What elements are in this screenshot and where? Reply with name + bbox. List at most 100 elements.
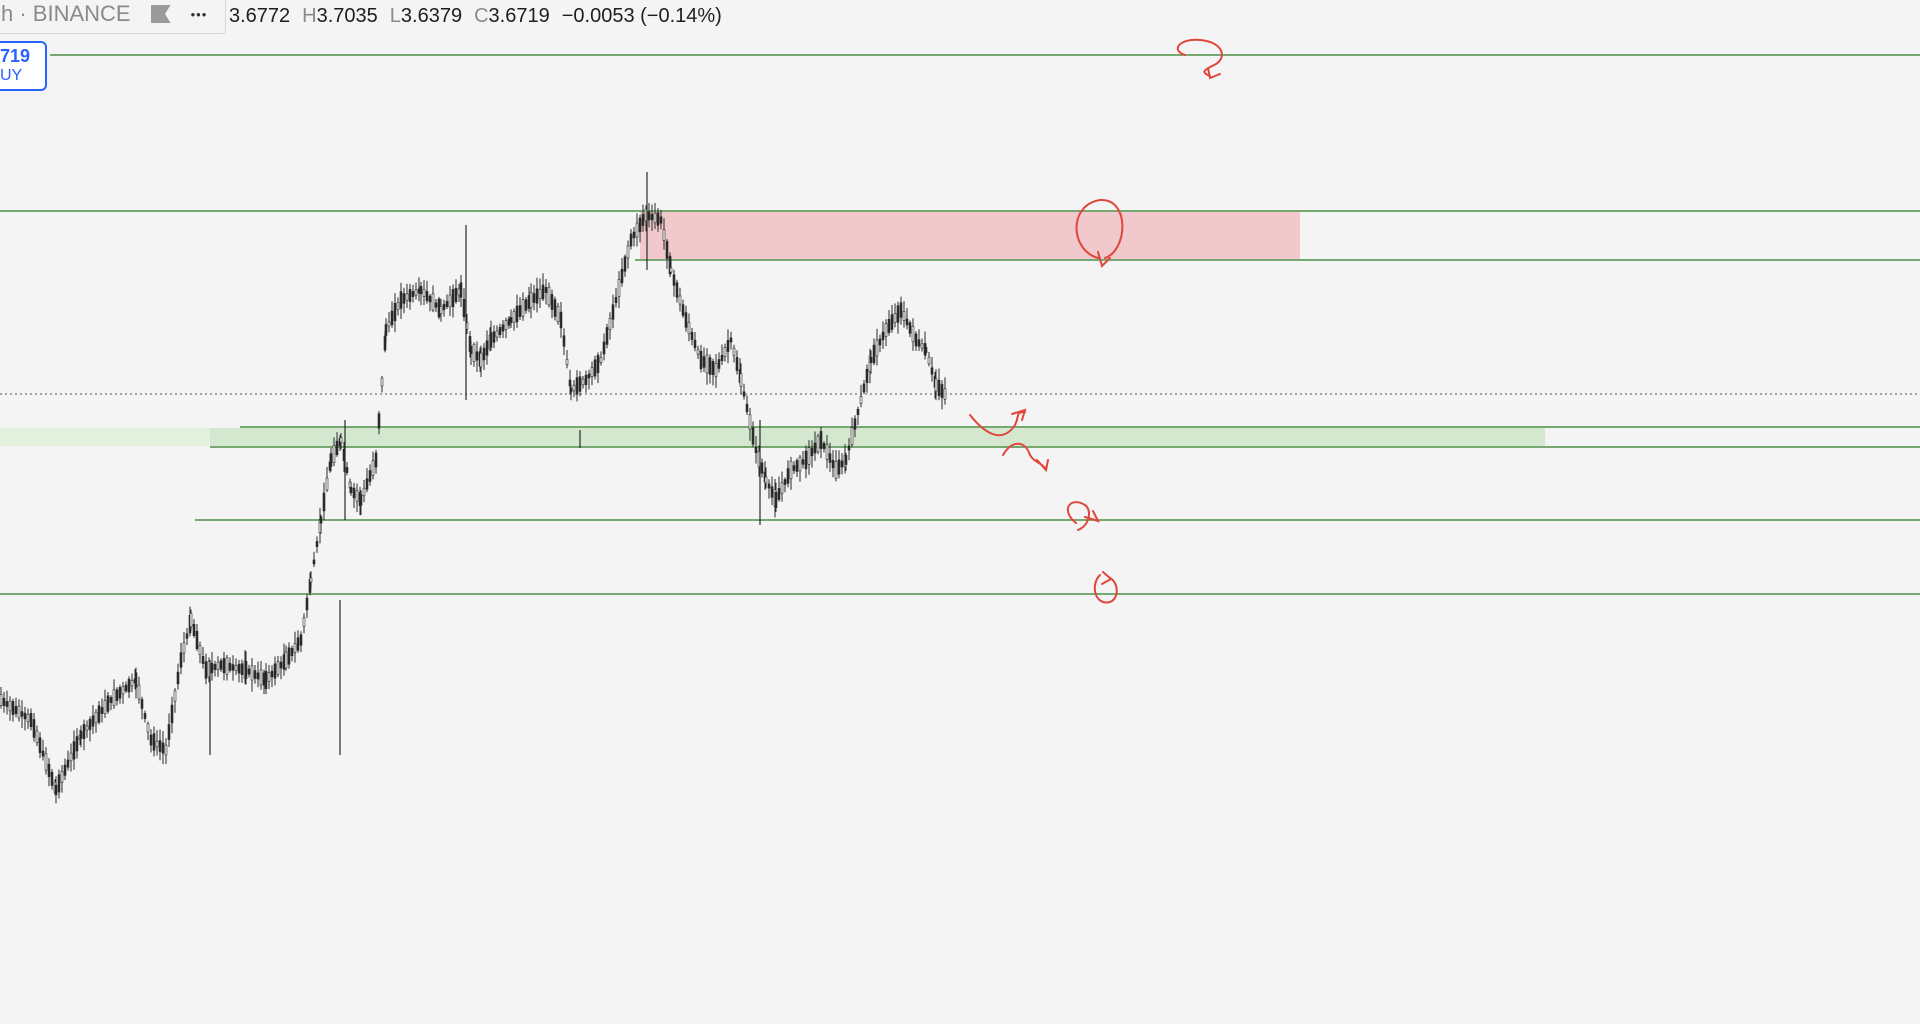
candle-body [512, 311, 516, 323]
close-item: C3.6719 [474, 5, 550, 28]
candle-body [751, 427, 755, 445]
candle-body [608, 318, 612, 330]
candle-body [515, 305, 519, 323]
candle-body [770, 486, 774, 498]
candle-body [711, 360, 715, 376]
candle-body [140, 699, 144, 709]
more-dots-icon[interactable]: ••• [190, 6, 208, 22]
candle-body [924, 346, 928, 354]
candle-body [774, 492, 778, 508]
candle-body [559, 311, 563, 329]
candle-body [665, 241, 669, 259]
candle-body [259, 669, 263, 686]
candle-body [11, 701, 15, 715]
candle-body [529, 292, 533, 308]
ohlc-values: 3.6772 H3.7035 L3.6379 C3.6719 −0.0053 (… [229, 5, 722, 28]
symbol-exchange-label[interactable]: h · BINANCE [1, 1, 131, 26]
candle-body [329, 453, 333, 467]
candle-body [14, 706, 18, 714]
candle-body [650, 214, 654, 220]
candle-body [273, 663, 277, 679]
candle-body [167, 724, 171, 740]
candle-body [917, 339, 921, 347]
candle-body [44, 753, 48, 771]
candle-body [431, 293, 435, 311]
candle-body [182, 642, 186, 654]
candle-body [384, 324, 388, 336]
candle-body [287, 647, 291, 665]
candle-body [462, 298, 466, 318]
candle-body [2, 697, 6, 707]
flag-icon[interactable] [150, 5, 171, 23]
candle-body [764, 476, 768, 484]
candle-body [213, 664, 217, 670]
candle-body [345, 467, 349, 473]
candle-body [717, 359, 721, 369]
candle-body [810, 447, 814, 457]
candle-body [501, 324, 505, 332]
candle-body [626, 245, 630, 259]
candle-body [408, 289, 412, 302]
candle-body [792, 465, 796, 471]
candle-body [445, 301, 449, 307]
candle-body [647, 211, 651, 221]
high-item: H3.7035 [302, 5, 378, 28]
candle-body [831, 459, 835, 469]
candle-body [850, 427, 854, 445]
candle-body [359, 494, 363, 506]
close-value: 3.6719 [488, 5, 550, 27]
candle-body [578, 376, 582, 392]
candle-body [63, 764, 67, 776]
candle-body [893, 313, 897, 323]
candle-body [201, 656, 205, 664]
candle-body [26, 714, 30, 722]
candle-body [813, 442, 817, 454]
candle-body [735, 357, 739, 371]
candle-body [109, 697, 113, 703]
candle-body [75, 736, 79, 752]
candle-body [638, 217, 642, 233]
candle-body [228, 662, 232, 671]
candle-body [865, 368, 869, 384]
candle-body [377, 413, 381, 429]
candle-body [896, 305, 900, 323]
candle-body [902, 311, 906, 321]
candle-body [425, 290, 429, 302]
candle-body [623, 256, 627, 272]
candle-body [801, 459, 805, 465]
horizontal-levels[interactable] [0, 54, 1920, 595]
candle-body [742, 391, 746, 397]
candle-body [250, 665, 254, 681]
candle-body [837, 459, 841, 475]
candle-body [149, 734, 153, 746]
candle-body [617, 279, 621, 297]
candle-body [100, 707, 104, 714]
candle-body [355, 490, 359, 502]
open-value: 3.6772 [229, 5, 291, 27]
demand-zone[interactable] [0, 428, 1545, 446]
supply-zone[interactable] [640, 212, 1300, 259]
candle-body [32, 719, 36, 738]
symbol-selector[interactable]: h · BINANCE ••• [0, 0, 226, 34]
candle-body [459, 282, 463, 298]
candle-body [335, 440, 339, 456]
candle-body [544, 287, 548, 293]
candle-body [729, 337, 733, 343]
candle-body [234, 665, 238, 671]
candle-body [60, 771, 64, 783]
candle-body [115, 689, 119, 701]
candle-body [72, 741, 76, 760]
candle-body [362, 487, 366, 497]
price-tag[interactable]: 719 UY [0, 41, 47, 91]
candle-body [675, 282, 679, 298]
candle-body [569, 387, 573, 393]
candle-body [309, 577, 313, 583]
candle-body [103, 700, 107, 714]
demand-zone-faded [0, 428, 210, 446]
candle-body [927, 356, 931, 365]
candle-body [143, 713, 147, 719]
candle-body [210, 662, 214, 674]
candle-body [568, 379, 572, 387]
